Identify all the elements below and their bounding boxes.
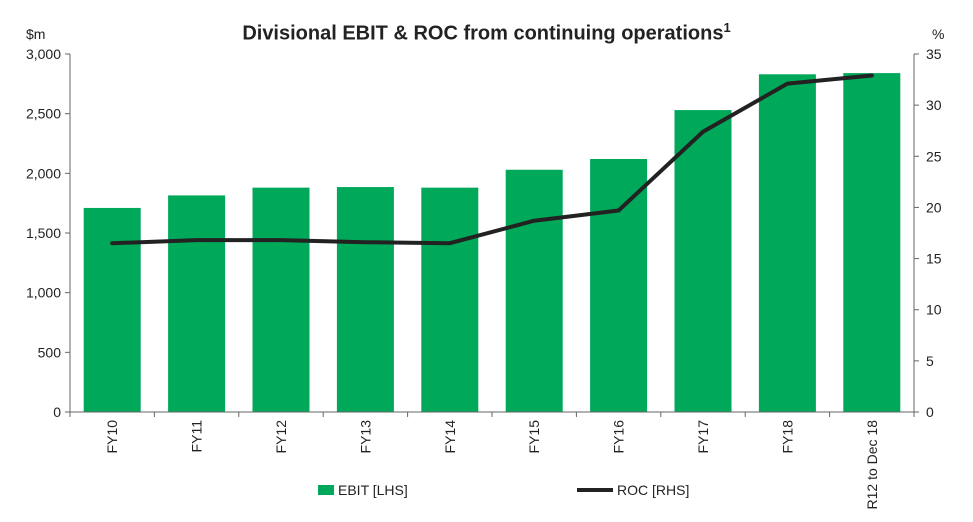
right-tick-label-4: 20 [926,199,942,215]
right-tick-label-3: 15 [926,251,942,267]
x-tick-label-8: FY18 [779,420,795,454]
x-tick-label-7: FY17 [695,420,711,454]
legend-item-roc: ROC [RHS] [577,482,689,498]
x-tick-label-3: FY13 [357,420,373,454]
bar-ebit-3 [336,187,394,412]
legend-item-ebit: EBIT [LHS] [318,482,408,498]
left-tick-label-6: 3,000 [26,46,61,62]
legend-label-roc: ROC [RHS] [617,482,690,498]
x-tick-label-0: FY10 [104,420,120,454]
right-tick-label-6: 30 [926,97,942,113]
line-roc [110,73,874,246]
bar-ebit-6 [590,159,648,412]
left-tick-label-3: 1,500 [26,225,61,241]
x-tick-label-6: FY16 [611,420,627,454]
x-tick-label-4: FY14 [442,420,458,454]
left-tick-label-4: 2,000 [26,165,61,181]
left-tick-label-2: 1,000 [26,285,61,301]
bar-ebit-1 [168,195,226,412]
title-superscript: 1 [723,20,731,35]
right-tick-label-5: 25 [926,148,942,164]
legend-label-ebit: EBIT [LHS] [338,482,408,498]
bar-ebit-8 [758,74,816,412]
bar-ebit-9 [843,73,901,413]
left-tick-label-5: 2,500 [26,106,61,122]
left-tick-label-0: 0 [53,404,61,420]
x-tick-label-2: FY12 [273,420,289,454]
left-tick-label-1: 500 [38,344,62,360]
legend-swatch-roc [577,488,613,492]
left-axis-unit: $m [26,26,46,42]
right-tick-label-2: 10 [926,302,942,318]
legend-swatch-ebit [318,485,334,495]
x-tick-label-9: R12 to Dec 18 [864,420,880,510]
right-tick-label-7: 35 [926,46,942,62]
x-tick-label-1: FY11 [189,420,205,453]
chart-title: Divisional EBIT & ROC from continuing op… [242,20,731,45]
right-axis-unit: % [932,26,945,42]
right-tick-label-0: 0 [926,404,934,420]
right-tick-label-1: 5 [926,353,934,369]
bar-ebit-2 [252,187,310,412]
bar-ebit-5 [505,169,563,412]
bar-ebit-7 [674,110,732,412]
x-tick-label-5: FY15 [526,420,542,454]
bar-ebit-0 [83,207,141,412]
bar-ebit-4 [421,187,479,412]
